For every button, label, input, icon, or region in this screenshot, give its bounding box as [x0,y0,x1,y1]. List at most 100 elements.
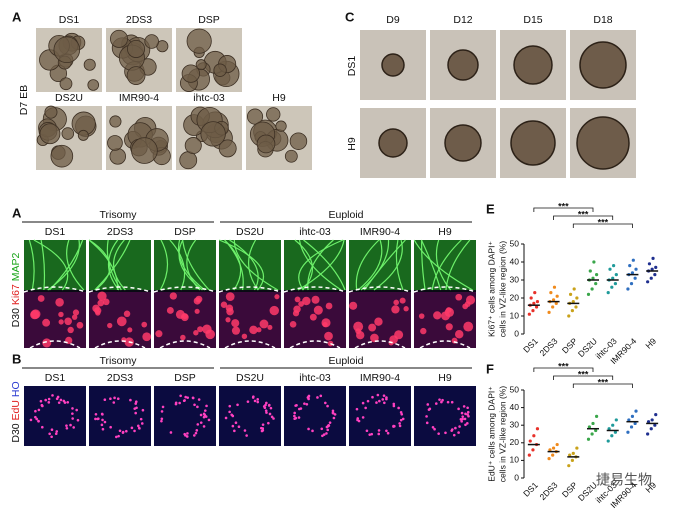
embryoid-body [126,66,146,85]
ki67-cell [95,310,101,316]
embryoid-body [127,39,146,58]
edu-cell [461,417,464,421]
edu-cell [371,395,374,399]
data-point [586,292,591,296]
data-point [650,418,654,422]
edu-cell [376,393,380,397]
ki67-cell [127,327,133,333]
edu-cell [425,415,428,418]
x-tick-label: 2DS3 [537,480,559,502]
image-label: DS2U [236,372,264,384]
data-point [567,464,571,468]
edu-cell [382,394,386,397]
edu-cell [203,409,207,412]
ki67-cell [374,317,383,326]
neurite [219,239,265,291]
ki67-cell [368,323,377,332]
ki67-cell [241,333,248,340]
edu-cell [202,415,206,419]
edu-cell [260,429,264,433]
neurite [363,239,406,291]
edu-cell [199,413,203,417]
data-point [555,294,559,298]
edu-cell [431,425,435,429]
edu-cell [109,397,112,401]
neurite [357,239,383,291]
edu-cell [55,397,59,401]
edu-cell [196,405,199,409]
image-background [89,386,151,446]
edu-cell [264,409,268,412]
ki67-cell [141,321,148,328]
edu-cell [55,430,59,433]
neurite [178,239,203,291]
edu-cell [381,398,385,401]
edu-cell [121,431,125,434]
ki67-cell [220,301,228,309]
edu-cell [139,417,143,421]
ki67-cell [226,307,234,316]
ki67-cell [325,302,333,310]
edu-cell [130,426,134,430]
edu-cell [246,400,250,403]
neurite [229,239,259,291]
edu-cell [71,412,74,415]
vz-boundary [153,286,217,293]
data-point [646,280,650,284]
embryoid-body [275,120,287,132]
data-point [629,425,634,429]
edu-cell [268,412,272,416]
neurite [178,239,206,291]
edu-cell [460,420,463,423]
data-point [626,430,630,434]
edu-cell [441,398,444,402]
embryoid-body [61,127,75,140]
embryoid-body [44,105,58,119]
ki67-cell [37,295,45,302]
vz-boundary [283,286,347,293]
edu-cell [134,402,138,405]
edu-cell [269,406,273,410]
embryoid-body [59,77,73,91]
embryoid-body [53,36,81,64]
stain-word: D30 [10,308,22,327]
significance-bracket [533,207,594,212]
embryoid-body [109,148,127,165]
ki67-cell [259,319,269,329]
edu-cell [197,398,201,401]
edu-cell [186,396,190,399]
neurite [107,239,120,291]
panel-letter: F [486,361,494,376]
edu-cell [116,397,120,401]
y-tick-label: 10 [510,310,520,320]
edu-cell [393,424,396,428]
image-label: H9 [438,226,452,238]
embryoid-body [289,132,308,150]
edu-cell [425,421,429,425]
edu-cell [261,427,265,430]
data-point [575,446,579,450]
ki67-cell [313,305,323,315]
edu-cell [224,416,228,420]
neurite [435,239,452,291]
neurite [181,239,210,291]
image-label: DS1 [45,226,66,238]
edu-cell [392,402,396,406]
edu-cell [65,426,69,430]
edu-cell [452,433,456,437]
edu-cell [377,429,381,432]
significance-label: *** [578,369,589,379]
edu-cell [161,405,165,409]
edu-cell [35,417,38,421]
edu-cell [135,406,138,410]
edu-cell [193,403,196,407]
ki67-cell [142,332,152,342]
ki67-cell [322,321,328,328]
stain-word: Ki67 [10,284,22,305]
edu-cell [454,426,457,430]
ki67-cell [175,309,185,319]
data-point [555,442,559,447]
data-point [633,276,637,280]
ki67-cell [463,321,474,332]
image-label: DS1 [59,14,80,26]
